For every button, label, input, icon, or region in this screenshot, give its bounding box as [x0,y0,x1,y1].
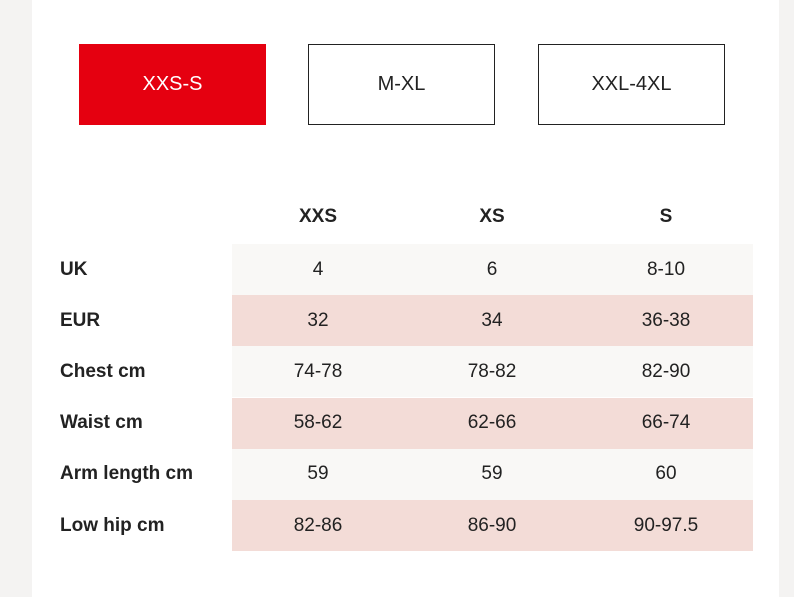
row-background [232,244,753,295]
row-background [232,448,753,500]
table-cell: 82-86 [293,514,343,536]
table-cell: 78-82 [467,360,517,382]
row-background [232,500,753,551]
row-label: UK [60,258,88,280]
size-tab[interactable]: XXS-S [79,44,266,125]
table-cell: 74-78 [293,360,343,382]
table-cell: 82-90 [641,360,691,382]
table-cell: 34 [481,309,503,331]
column-header: S [659,206,673,227]
row-label: Waist cm [60,412,143,434]
table-cell: 60 [655,463,677,485]
table-cell: 90-97.5 [633,514,699,536]
table-cell: 58-62 [293,412,343,434]
row-background [232,346,753,398]
column-header: XS [479,206,505,227]
row-label: Chest cm [60,360,146,382]
table-cell: 62-66 [467,412,517,434]
size-tab[interactable]: M-XL [308,44,495,125]
row-label: Low hip cm [60,514,165,536]
row-background [232,397,753,449]
table-cell: 4 [312,258,324,280]
table-cell: 86-90 [467,514,517,536]
table-cell: 59 [481,463,503,485]
size-tab[interactable]: XXL-4XL [538,44,725,125]
row-label: Arm length cm [60,463,194,485]
table-cell: 6 [486,258,498,280]
table-cell: 36-38 [641,309,691,331]
table-cell: 66-74 [641,412,691,434]
column-header: XXS [298,206,338,227]
row-background [232,295,753,347]
table-cell: 59 [307,463,329,485]
row-label: EUR [60,309,101,331]
table-cell: 8-10 [646,258,686,280]
table-cell: 32 [307,309,329,331]
